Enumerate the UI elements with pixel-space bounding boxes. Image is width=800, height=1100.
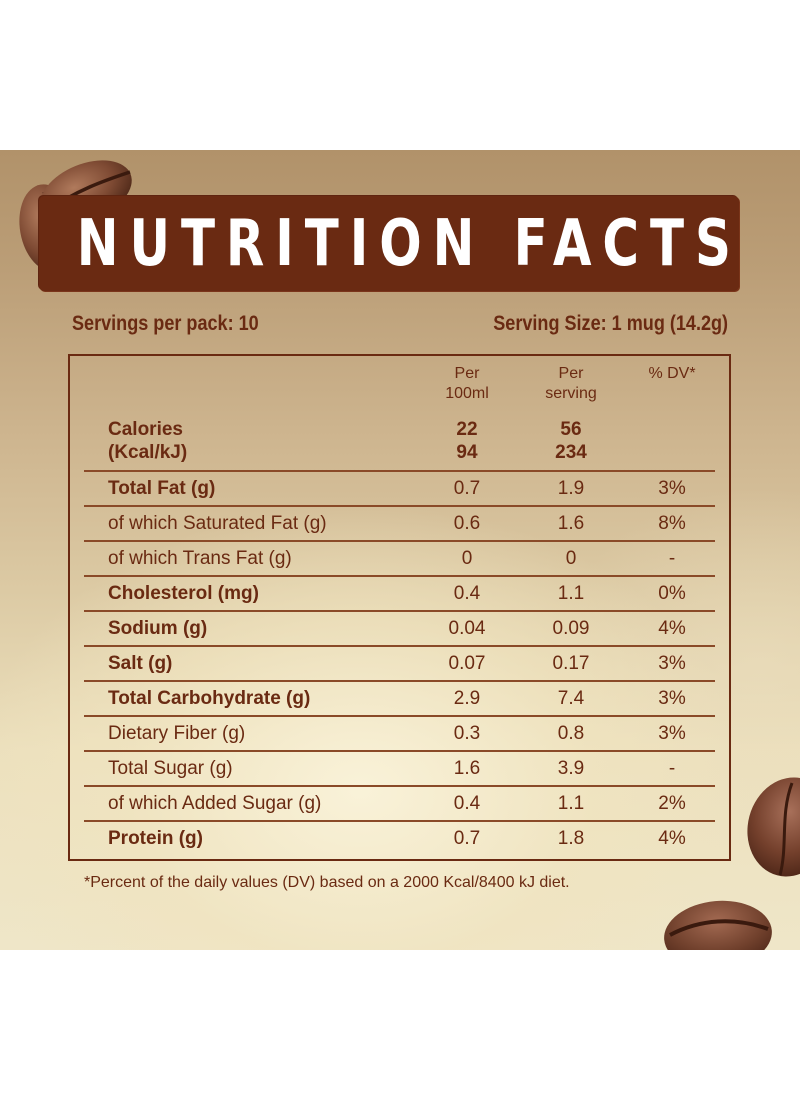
nutrient-label: of which Trans Fat (g) — [108, 548, 292, 569]
nutrient-label: Protein (g) — [108, 828, 203, 849]
nutrient-rows: Total Fat (g) 0.7 1.9 3% of which Satura… — [70, 470, 729, 855]
value-per-100ml: 0.04 — [448, 618, 486, 639]
coffee-bean-icon — [747, 777, 800, 877]
table-row: of which Trans Fat (g) 0 0 - — [84, 540, 715, 575]
table-row: of which Saturated Fat (g) 0.6 1.6 8% — [84, 505, 715, 540]
value-per-100ml: 1.6 — [453, 758, 481, 779]
value-per-serving: 1.1 — [557, 793, 585, 814]
value-per-100ml: 0.4 — [453, 583, 481, 604]
value-dv: 0% — [658, 583, 686, 604]
header-per-serving-line1: Per — [558, 365, 584, 382]
page-title: NUTRITION FACTS — [76, 206, 742, 281]
table-header: Per 100ml Per serving % DV* — [70, 364, 729, 414]
value-per-serving: 0.09 — [552, 618, 590, 639]
header-dv: % DV* — [636, 364, 708, 384]
calories-per-100ml: 22 94 — [432, 418, 502, 464]
value-per-100ml: 2.9 — [453, 688, 481, 709]
nutrient-label: of which Added Sugar (g) — [108, 793, 322, 814]
table-row: Sodium (g) 0.04 0.09 4% — [84, 610, 715, 645]
value-per-100ml: 0.7 — [453, 478, 481, 499]
value-per-100ml: 0.7 — [453, 828, 481, 849]
servings-info: Servings per pack: 10 Serving Size: 1 mu… — [72, 312, 728, 336]
table-row: of which Added Sugar (g) 0.4 1.1 2% — [84, 785, 715, 820]
nutrient-label: Dietary Fiber (g) — [108, 723, 246, 744]
value-dv: 3% — [658, 723, 686, 744]
calories-row: Calories (Kcal/kJ) 22 94 56 234 — [70, 418, 729, 470]
value-per-100ml: 0 — [461, 548, 473, 569]
value-per-serving: 1.8 — [557, 828, 585, 849]
nutrient-label: Salt (g) — [108, 653, 173, 674]
calories-label: Calories (Kcal/kJ) — [108, 418, 187, 464]
value-per-100ml: 0.6 — [453, 513, 481, 534]
serving-size: Serving Size: 1 mug (14.2g) — [493, 312, 728, 335]
value-per-serving: 0 — [565, 548, 577, 569]
header-dv-label: % DV* — [648, 365, 696, 382]
nutrition-panel: NUTRITION FACTS Servings per pack: 10 Se… — [0, 150, 800, 950]
value-per-serving: 3.9 — [557, 758, 585, 779]
table-row: Protein (g) 0.7 1.8 4% — [84, 820, 715, 855]
value-per-serving: 7.4 — [557, 688, 585, 709]
servings-per-pack: Servings per pack: 10 — [72, 312, 259, 335]
table-row: Total Sugar (g) 1.6 3.9 - — [84, 750, 715, 785]
header-per-serving: Per serving — [536, 364, 606, 404]
value-dv: - — [668, 548, 676, 569]
header-per-100ml-line1: Per — [454, 365, 480, 382]
nutrient-label: Total Carbohydrate (g) — [108, 688, 311, 709]
value-dv: - — [668, 758, 676, 779]
calories-per-serving-kcal: 56 — [560, 419, 582, 440]
calories-label-line1: Calories — [108, 419, 183, 440]
nutrient-label: Total Fat (g) — [108, 478, 216, 499]
table-row: Total Carbohydrate (g) 2.9 7.4 3% — [84, 680, 715, 715]
value-dv: 2% — [658, 793, 686, 814]
table-row: Salt (g) 0.07 0.17 3% — [84, 645, 715, 680]
value-per-100ml: 0.07 — [448, 653, 486, 674]
value-dv: 3% — [658, 688, 686, 709]
table-row: Dietary Fiber (g) 0.3 0.8 3% — [84, 715, 715, 750]
nutrient-label: Cholesterol (mg) — [108, 583, 259, 604]
table-row: Cholesterol (mg) 0.4 1.1 0% — [84, 575, 715, 610]
value-dv: 4% — [658, 828, 686, 849]
nutrient-label: Sodium (g) — [108, 618, 208, 639]
header-per-100ml-line2: 100ml — [445, 385, 489, 402]
footnote: *Percent of the daily values (DV) based … — [84, 874, 570, 891]
value-dv: 4% — [658, 618, 686, 639]
value-dv: 3% — [658, 653, 686, 674]
value-per-serving: 1.9 — [557, 478, 585, 499]
coffee-bean-icon — [664, 900, 772, 950]
calories-per-serving: 56 234 — [536, 418, 606, 464]
value-per-serving: 1.6 — [557, 513, 585, 534]
nutrient-label: of which Saturated Fat (g) — [108, 513, 327, 534]
value-dv: 8% — [658, 513, 686, 534]
calories-per-100ml-kcal: 22 — [456, 419, 478, 440]
value-per-serving: 1.1 — [557, 583, 585, 604]
calories-per-serving-kj: 234 — [555, 442, 587, 463]
header-per-100ml: Per 100ml — [432, 364, 502, 404]
title-banner: NUTRITION FACTS — [40, 197, 738, 290]
nutrient-label: Total Sugar (g) — [108, 758, 233, 779]
nutrition-table: Per 100ml Per serving % DV* Calories (Kc… — [68, 354, 731, 861]
calories-label-line2: (Kcal/kJ) — [108, 442, 188, 463]
value-per-100ml: 0.3 — [453, 723, 481, 744]
value-dv: 3% — [658, 478, 686, 499]
value-per-100ml: 0.4 — [453, 793, 481, 814]
calories-per-100ml-kj: 94 — [456, 442, 478, 463]
value-per-serving: 0.17 — [552, 653, 590, 674]
value-per-serving: 0.8 — [557, 723, 585, 744]
table-row: Total Fat (g) 0.7 1.9 3% — [84, 470, 715, 505]
header-per-serving-line2: serving — [545, 385, 597, 402]
